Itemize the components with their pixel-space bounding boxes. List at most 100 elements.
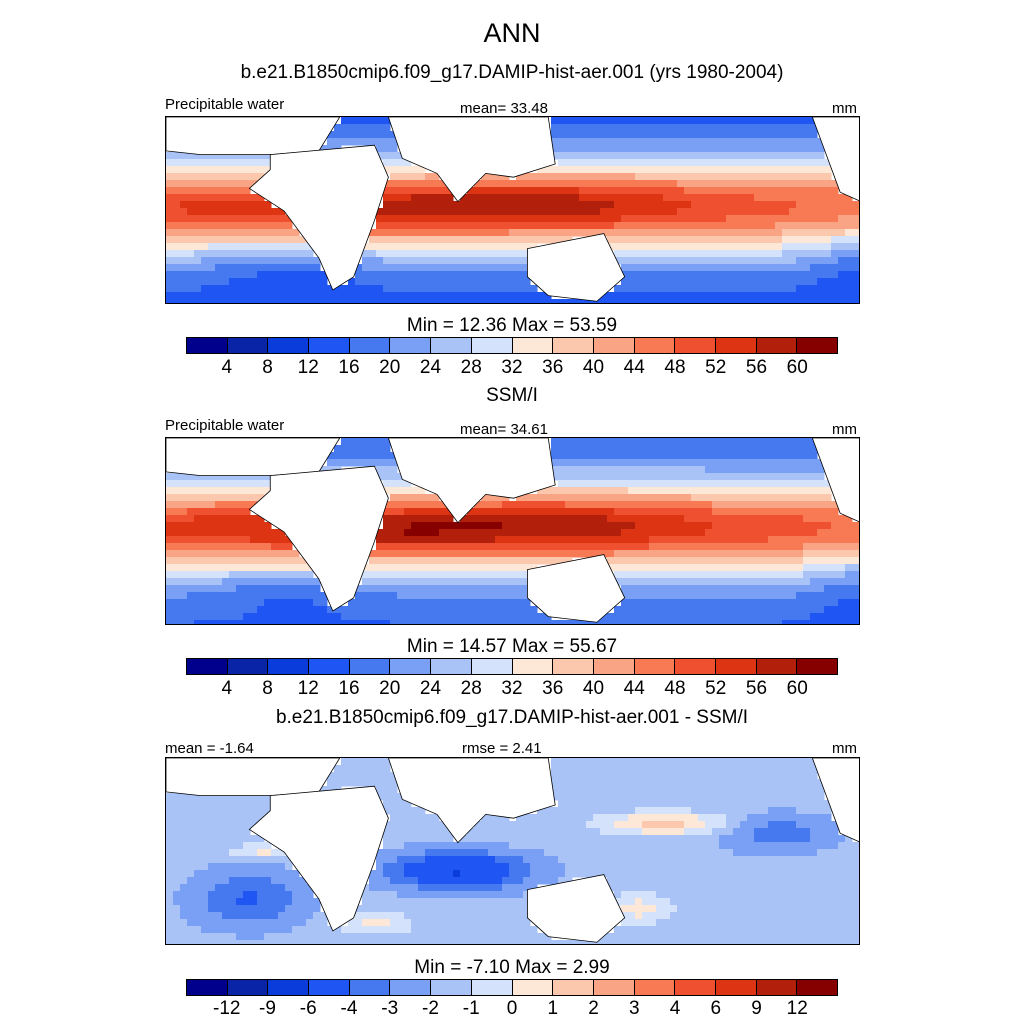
panel1-units-label: mm — [832, 100, 857, 117]
continent-outline — [526, 874, 626, 943]
colorbar-tick-label: 28 — [460, 357, 482, 378]
continent-outline — [248, 144, 389, 291]
colorbar-swatch — [471, 338, 513, 353]
colorbar-tick-label: -1 — [462, 998, 480, 1019]
colorbar-tick-label: 4 — [221, 678, 233, 699]
panel1-mean-label: mean= 33.48 — [460, 100, 548, 117]
colorbar-swatch — [187, 338, 228, 353]
colorbar-swatch — [349, 659, 391, 674]
colorbar-swatch — [553, 659, 594, 674]
map-field-cells — [166, 117, 859, 303]
colorbar-tick-label: 8 — [262, 678, 273, 699]
colorbar-swatch — [797, 980, 837, 995]
colorbar-swatch — [471, 980, 513, 995]
continent-outline — [387, 117, 556, 203]
colorbar-tick-label: -9 — [259, 998, 276, 1019]
colorbar-swatch — [715, 980, 757, 995]
colorbar-swatch — [715, 659, 757, 674]
colorbar-tick-label: 1 — [547, 998, 559, 1019]
colorbar-tick-label: 44 — [623, 357, 645, 378]
colorbar-swatch — [187, 980, 228, 995]
continent-outline — [248, 465, 389, 612]
colorbar-swatch — [227, 980, 269, 995]
map-field-cells — [166, 758, 859, 944]
panel1-variable-label: Precipitable water — [165, 96, 285, 113]
colorbar-swatch — [634, 980, 676, 995]
continent-outline — [526, 233, 626, 302]
panel3-colorbar — [186, 979, 838, 996]
continent-outline — [166, 117, 341, 155]
continent-outline — [811, 438, 859, 523]
panel2-variable-label: Precipitable water — [165, 417, 285, 434]
colorbar-swatch — [512, 659, 554, 674]
figure-title: ANN — [483, 18, 541, 48]
colorbar-tick-label: 20 — [379, 357, 401, 378]
colorbar-swatch — [309, 659, 350, 674]
colorbar-swatch — [756, 980, 798, 995]
colorbar-tick-label: 4 — [669, 998, 681, 1019]
colorbar-tick-label: -2 — [422, 998, 439, 1019]
panel2-colorbar — [186, 658, 838, 675]
colorbar-tick-label: 16 — [338, 357, 360, 378]
colorbar-swatch — [268, 338, 310, 353]
colorbar-swatch — [715, 338, 757, 353]
colorbar-swatch — [634, 338, 676, 353]
colorbar-swatch — [675, 338, 716, 353]
colorbar-swatch — [756, 338, 798, 353]
panel1-colorbar — [186, 337, 838, 354]
colorbar-swatch — [553, 980, 594, 995]
colorbar-swatch — [227, 338, 269, 353]
continent-outline — [166, 438, 341, 476]
continent-outline — [248, 785, 389, 932]
colorbar-swatch — [349, 338, 391, 353]
colorbar-tick-label: 52 — [705, 678, 727, 699]
colorbar-tick-label: 32 — [501, 357, 523, 378]
colorbar-tick-label: 28 — [460, 678, 482, 699]
panel2-map — [165, 437, 860, 625]
colorbar-swatch — [268, 659, 310, 674]
colorbar-tick-label: 48 — [664, 357, 686, 378]
colorbar-swatch — [471, 659, 513, 674]
colorbar-swatch — [268, 980, 310, 995]
colorbar-tick-label: 8 — [262, 357, 273, 378]
panel2-map-svg — [166, 438, 859, 624]
colorbar-tick-label: 12 — [786, 998, 808, 1019]
colorbar-swatch — [390, 338, 432, 353]
colorbar-tick-label: 0 — [506, 998, 518, 1019]
colorbar-tick-label: 3 — [628, 998, 640, 1019]
colorbar-swatch — [187, 659, 228, 674]
panel3-map — [165, 757, 860, 945]
colorbar-tick-label: 36 — [542, 357, 564, 378]
colorbar-tick-label: 2 — [588, 998, 599, 1019]
panel1-map — [165, 116, 860, 304]
panel3-rmse-label: rmse = 2.41 — [462, 740, 542, 757]
continent-outline — [166, 758, 341, 796]
colorbar-tick-label: 56 — [745, 678, 768, 699]
panel1-map-svg — [166, 117, 859, 303]
colorbar-swatch — [593, 659, 635, 674]
colorbar-tick-label: 9 — [751, 998, 762, 1019]
colorbar-swatch — [309, 338, 350, 353]
colorbar-tick-label: -4 — [340, 998, 358, 1019]
colorbar-tick-label: 60 — [786, 357, 808, 378]
continent-outline — [811, 758, 859, 843]
colorbar-tick-label: 48 — [664, 678, 686, 699]
colorbar-swatch — [593, 338, 635, 353]
panel2-mean-label: mean= 34.61 — [460, 421, 548, 438]
colorbar-tick-label: -6 — [299, 998, 317, 1019]
colorbar-tick-label: 12 — [297, 678, 319, 699]
panel3-subtitle: b.e21.B1850cmip6.f09_g17.DAMIP-hist-aer.… — [275, 707, 749, 728]
panel1-colorbar-ticks: 4 8 12 16 20 24 28 32 36 40 44 48 52 56 60 — [186, 357, 838, 379]
panel3-minmax: Min = -7.10 Max = 2.99 — [414, 957, 610, 978]
colorbar-tick-label: 60 — [786, 678, 808, 699]
colorbar-tick-label: 16 — [338, 678, 360, 699]
colorbar-tick-label: 24 — [419, 678, 442, 699]
colorbar-swatch — [349, 980, 391, 995]
colorbar-tick-label: -12 — [213, 998, 241, 1019]
colorbar-tick-label: 6 — [710, 998, 722, 1019]
colorbar-swatch — [431, 338, 472, 353]
continent-outline — [811, 117, 859, 202]
colorbar-swatch — [431, 659, 472, 674]
panel3-units-label: mm — [832, 740, 857, 757]
panel3-mean-label: mean = -1.64 — [165, 740, 254, 757]
